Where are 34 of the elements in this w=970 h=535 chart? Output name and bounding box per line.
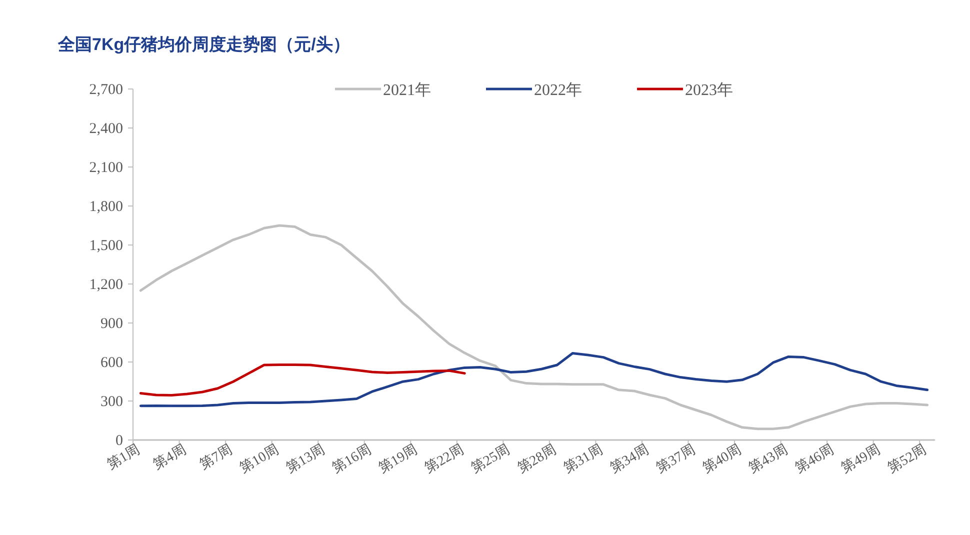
x-tick-label: 第49周 xyxy=(838,442,884,476)
y-tick-label: 900 xyxy=(100,316,123,332)
y-tick-label: 1,500 xyxy=(89,238,123,254)
line-series xyxy=(139,224,929,430)
x-tick-label: 第16周 xyxy=(330,442,374,476)
y-tick-label: 600 xyxy=(100,355,123,371)
legend-label: 2021年 xyxy=(383,82,431,99)
x-tick-label: 第34周 xyxy=(607,442,652,476)
line-series xyxy=(139,363,466,397)
x-tick-label: 第22周 xyxy=(422,442,467,476)
x-tick-label: 第52周 xyxy=(884,442,930,476)
line-series xyxy=(139,352,929,408)
x-tick-label: 第13周 xyxy=(283,442,328,476)
legend-label: 2023年 xyxy=(685,82,733,99)
x-tick-label: 第7周 xyxy=(196,442,236,473)
x-tick-label: 第31周 xyxy=(561,442,606,476)
y-tick-label: 1,200 xyxy=(89,277,123,293)
x-tick-label: 第10周 xyxy=(237,442,282,476)
x-tick-label: 第46周 xyxy=(792,442,837,476)
x-tick-label: 第19周 xyxy=(376,442,420,476)
x-tick-label: 第4周 xyxy=(150,442,189,473)
legend-label: 2022年 xyxy=(534,82,582,99)
x-tick-label: 第40周 xyxy=(700,442,744,476)
chart-title: 全国7Kg仔猪均价周度走势图（元/头） xyxy=(57,35,350,54)
y-tick-label: 2,400 xyxy=(89,121,123,137)
y-tick-label: 300 xyxy=(100,394,123,410)
x-tick-label: 第28周 xyxy=(514,442,560,476)
x-tick-label: 第25周 xyxy=(468,442,513,476)
y-tick-label: 2,700 xyxy=(89,82,123,98)
y-tick-label: 1,800 xyxy=(89,199,123,215)
x-tick-label: 第37周 xyxy=(654,442,698,476)
x-tick-label: 第43周 xyxy=(746,442,790,476)
y-tick-label: 0 xyxy=(116,433,123,449)
y-tick-label: 2,100 xyxy=(89,160,123,176)
